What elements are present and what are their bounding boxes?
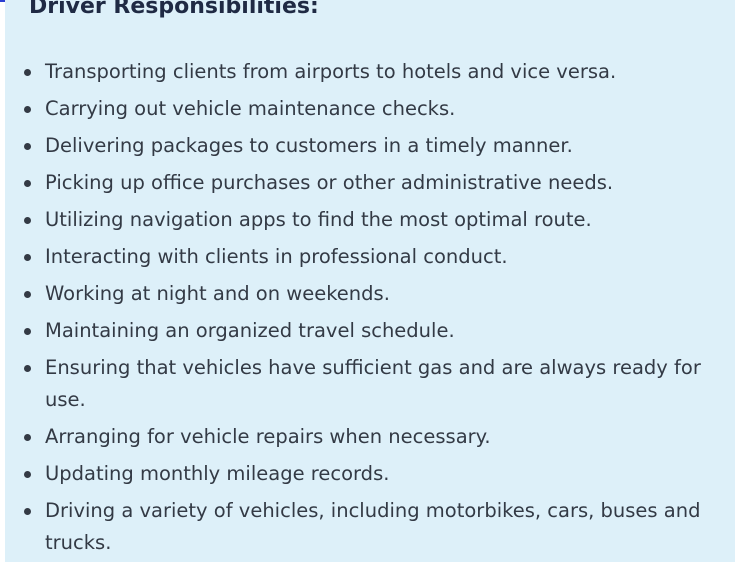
bullet-icon: [24, 254, 31, 261]
bullet-icon: [24, 180, 31, 187]
list-item: Picking up office purchases or other adm…: [5, 167, 735, 199]
list-item: Driving a variety of vehicles, including…: [5, 495, 735, 559]
list-item-text: Transporting clients from airports to ho…: [45, 60, 617, 83]
bullet-icon: [24, 434, 31, 441]
list-item-text: Working at night and on weekends.: [45, 282, 390, 305]
list-item: Maintaining an organized travel schedule…: [5, 315, 735, 347]
bullet-icon: [24, 328, 31, 335]
list-item-text: Carrying out vehicle maintenance checks.: [45, 97, 456, 120]
responsibilities-panel: Driver Responsibilities: Transporting cl…: [5, 0, 735, 562]
bullet-icon: [24, 508, 31, 515]
list-item: Arranging for vehicle repairs when neces…: [5, 421, 735, 453]
list-item-text: Utilizing navigation apps to find the mo…: [45, 208, 592, 231]
list-item-text: Driving a variety of vehicles, including…: [45, 499, 701, 554]
bullet-icon: [24, 69, 31, 76]
bullet-icon: [24, 106, 31, 113]
list-item-text: Delivering packages to customers in a ti…: [45, 134, 573, 157]
list-item-text: Updating monthly mileage records.: [45, 462, 390, 485]
list-item: Updating monthly mileage records.: [5, 458, 735, 490]
list-item: Transporting clients from airports to ho…: [5, 56, 735, 88]
list-item: Utilizing navigation apps to find the mo…: [5, 204, 735, 236]
bullet-icon: [24, 217, 31, 224]
bullet-icon: [24, 291, 31, 298]
list-item-text: Picking up office purchases or other adm…: [45, 171, 614, 194]
list-item-text: Ensuring that vehicles have sufficient g…: [45, 356, 701, 411]
bullet-icon: [24, 471, 31, 478]
list-item: Interacting with clients in professional…: [5, 241, 735, 273]
list-item: Working at night and on weekends.: [5, 278, 735, 310]
list-item-text: Arranging for vehicle repairs when neces…: [45, 425, 491, 448]
list-item: Ensuring that vehicles have sufficient g…: [5, 352, 735, 416]
list-item-text: Interacting with clients in professional…: [45, 245, 508, 268]
list-item-text: Maintaining an organized travel schedule…: [45, 319, 455, 342]
bullet-icon: [24, 143, 31, 150]
list-item: Carrying out vehicle maintenance checks.: [5, 93, 735, 125]
section-heading: Driver Responsibilities:: [29, 0, 319, 19]
responsibilities-list: Transporting clients from airports to ho…: [5, 56, 735, 562]
bullet-icon: [24, 365, 31, 372]
list-item: Delivering packages to customers in a ti…: [5, 130, 735, 162]
